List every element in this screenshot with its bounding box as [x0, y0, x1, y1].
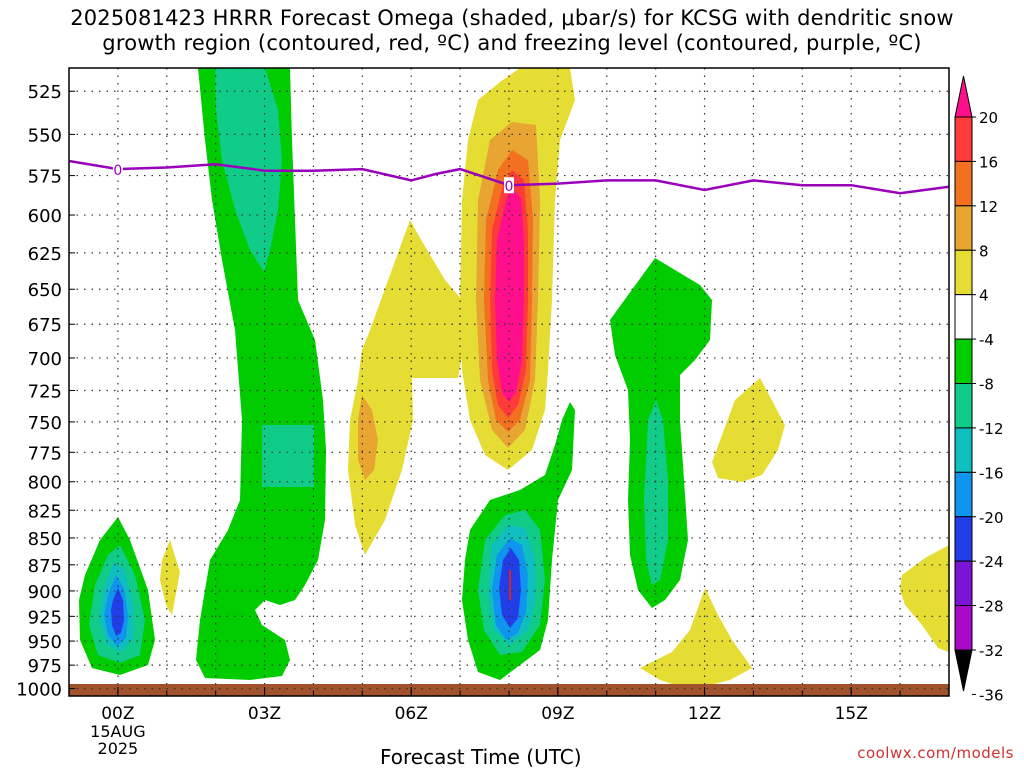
omega-yellow-right-upper: [712, 378, 785, 482]
x-tick-label: 12Z: [688, 704, 721, 724]
omega-teal-right-column: [644, 400, 668, 585]
y-tick-label: 725: [28, 381, 62, 402]
y-tick-label: 675: [28, 315, 62, 336]
colorbar-band: [954, 338, 973, 385]
x-tick-sublabel: 2025: [98, 739, 139, 758]
colorbar-label: -20: [979, 509, 1004, 527]
colorbar-band: [954, 383, 973, 429]
y-tick-label: 550: [28, 125, 62, 146]
colorbar-band: [954, 560, 973, 607]
y-tick-label: 825: [28, 501, 62, 522]
y-tick-label: 800: [28, 473, 62, 494]
colorbar-band: [954, 605, 973, 651]
colorbar-label: -36: [979, 686, 1004, 704]
colorbar-label: 16: [979, 153, 998, 171]
y-tick-label: 750: [28, 413, 62, 434]
y-axis: 525 550 575 600 625 650 675 700 725 750 775 800 825 8…: [16, 82, 75, 701]
y-tick-label: 975: [28, 656, 62, 677]
freezing-level-line: [68, 159, 950, 195]
colorbar-band: [954, 427, 973, 473]
freezing-label-bg: [504, 177, 514, 194]
omega-yellow-mid: [348, 220, 464, 555]
y-tick-label: 775: [28, 443, 62, 464]
ground-layer: [69, 684, 949, 696]
colorbar-band: [954, 249, 973, 296]
y-tick-label: 625: [28, 244, 62, 265]
colorbar-top-triangle: [954, 75, 973, 118]
colorbar-label: 20: [979, 109, 998, 127]
omega-darkblue-left-core: [111, 588, 124, 636]
x-tick-label: 00Z: [101, 704, 134, 724]
colorbar-band: [954, 205, 973, 251]
colorbar-bottom-triangle: [954, 649, 973, 692]
watermark: coolwx.com/models: [857, 744, 1014, 762]
x-tick-sublabel: 15AUG: [90, 722, 145, 741]
colorbar-label: 8: [979, 242, 989, 260]
colorbar-band: [954, 294, 973, 340]
omega-yellow-left-blob: [160, 540, 180, 615]
title-line-2: growth region (contoured, red, ºC) and f…: [102, 31, 922, 55]
x-axis-label: Forecast Time (UTC): [380, 745, 582, 769]
y-tick-label: 925: [28, 607, 62, 628]
y-tick-label: 575: [28, 167, 62, 188]
colorbar: 20 16 12 8 4 -4 -8 -12 -16 -20 -24 -28 -32 -36: [954, 75, 1004, 704]
omega-yellow-right-edge: [900, 545, 949, 652]
x-tick-label: 03Z: [248, 704, 281, 724]
y-tick-label: 1000: [16, 680, 62, 701]
omega-yellow-right-lower: [640, 588, 752, 690]
colorbar-label: -16: [979, 464, 1004, 482]
omega-magenta-core: [495, 188, 524, 402]
omega-green-column: [196, 68, 326, 680]
x-tick-label: 06Z: [395, 704, 428, 724]
title-line-1: 2025081423 HRRR Forecast Omega (shaded, …: [70, 6, 954, 30]
y-tick-label: 700: [28, 349, 62, 370]
omega-orange-mid: [358, 395, 378, 480]
colorbar-band: [954, 471, 973, 518]
omega-teal-upper: [215, 68, 282, 272]
colorbar-label: -12: [979, 420, 1004, 438]
x-tick-label: 09Z: [541, 704, 574, 724]
colorbar-band: [954, 160, 973, 207]
y-tick-label: 600: [28, 206, 62, 227]
colorbar-label: -4: [979, 331, 994, 349]
chart-title: 2025081423 HRRR Forecast Omega (shaded, …: [0, 6, 1024, 56]
y-tick-label: 650: [28, 280, 62, 301]
colorbar-label: -28: [979, 598, 1004, 616]
colorbar-label: 12: [979, 198, 998, 216]
omega-teal-block: [262, 425, 314, 487]
omega-shading: [69, 68, 949, 696]
y-tick-label: 875: [28, 556, 62, 577]
y-tick-label: 900: [28, 582, 62, 603]
freezing-level-labels: 00: [112, 161, 514, 195]
colorbar-band: [954, 116, 973, 162]
freezing-level-label: 0: [505, 179, 514, 195]
colorbar-label: 4: [979, 287, 989, 305]
colorbar-band: [954, 516, 973, 562]
y-tick-label: 850: [28, 529, 62, 550]
colorbar-label: -8: [979, 376, 994, 394]
colorbar-label: -32: [979, 642, 1004, 660]
y-tick-label: 525: [28, 82, 62, 103]
x-tick-label: 15Z: [835, 704, 868, 724]
freezing-level-label: 0: [113, 163, 122, 179]
freezing-label-bg: [112, 161, 123, 178]
colorbar-label: -24: [979, 553, 1004, 571]
y-tick-label: 950: [28, 632, 62, 653]
